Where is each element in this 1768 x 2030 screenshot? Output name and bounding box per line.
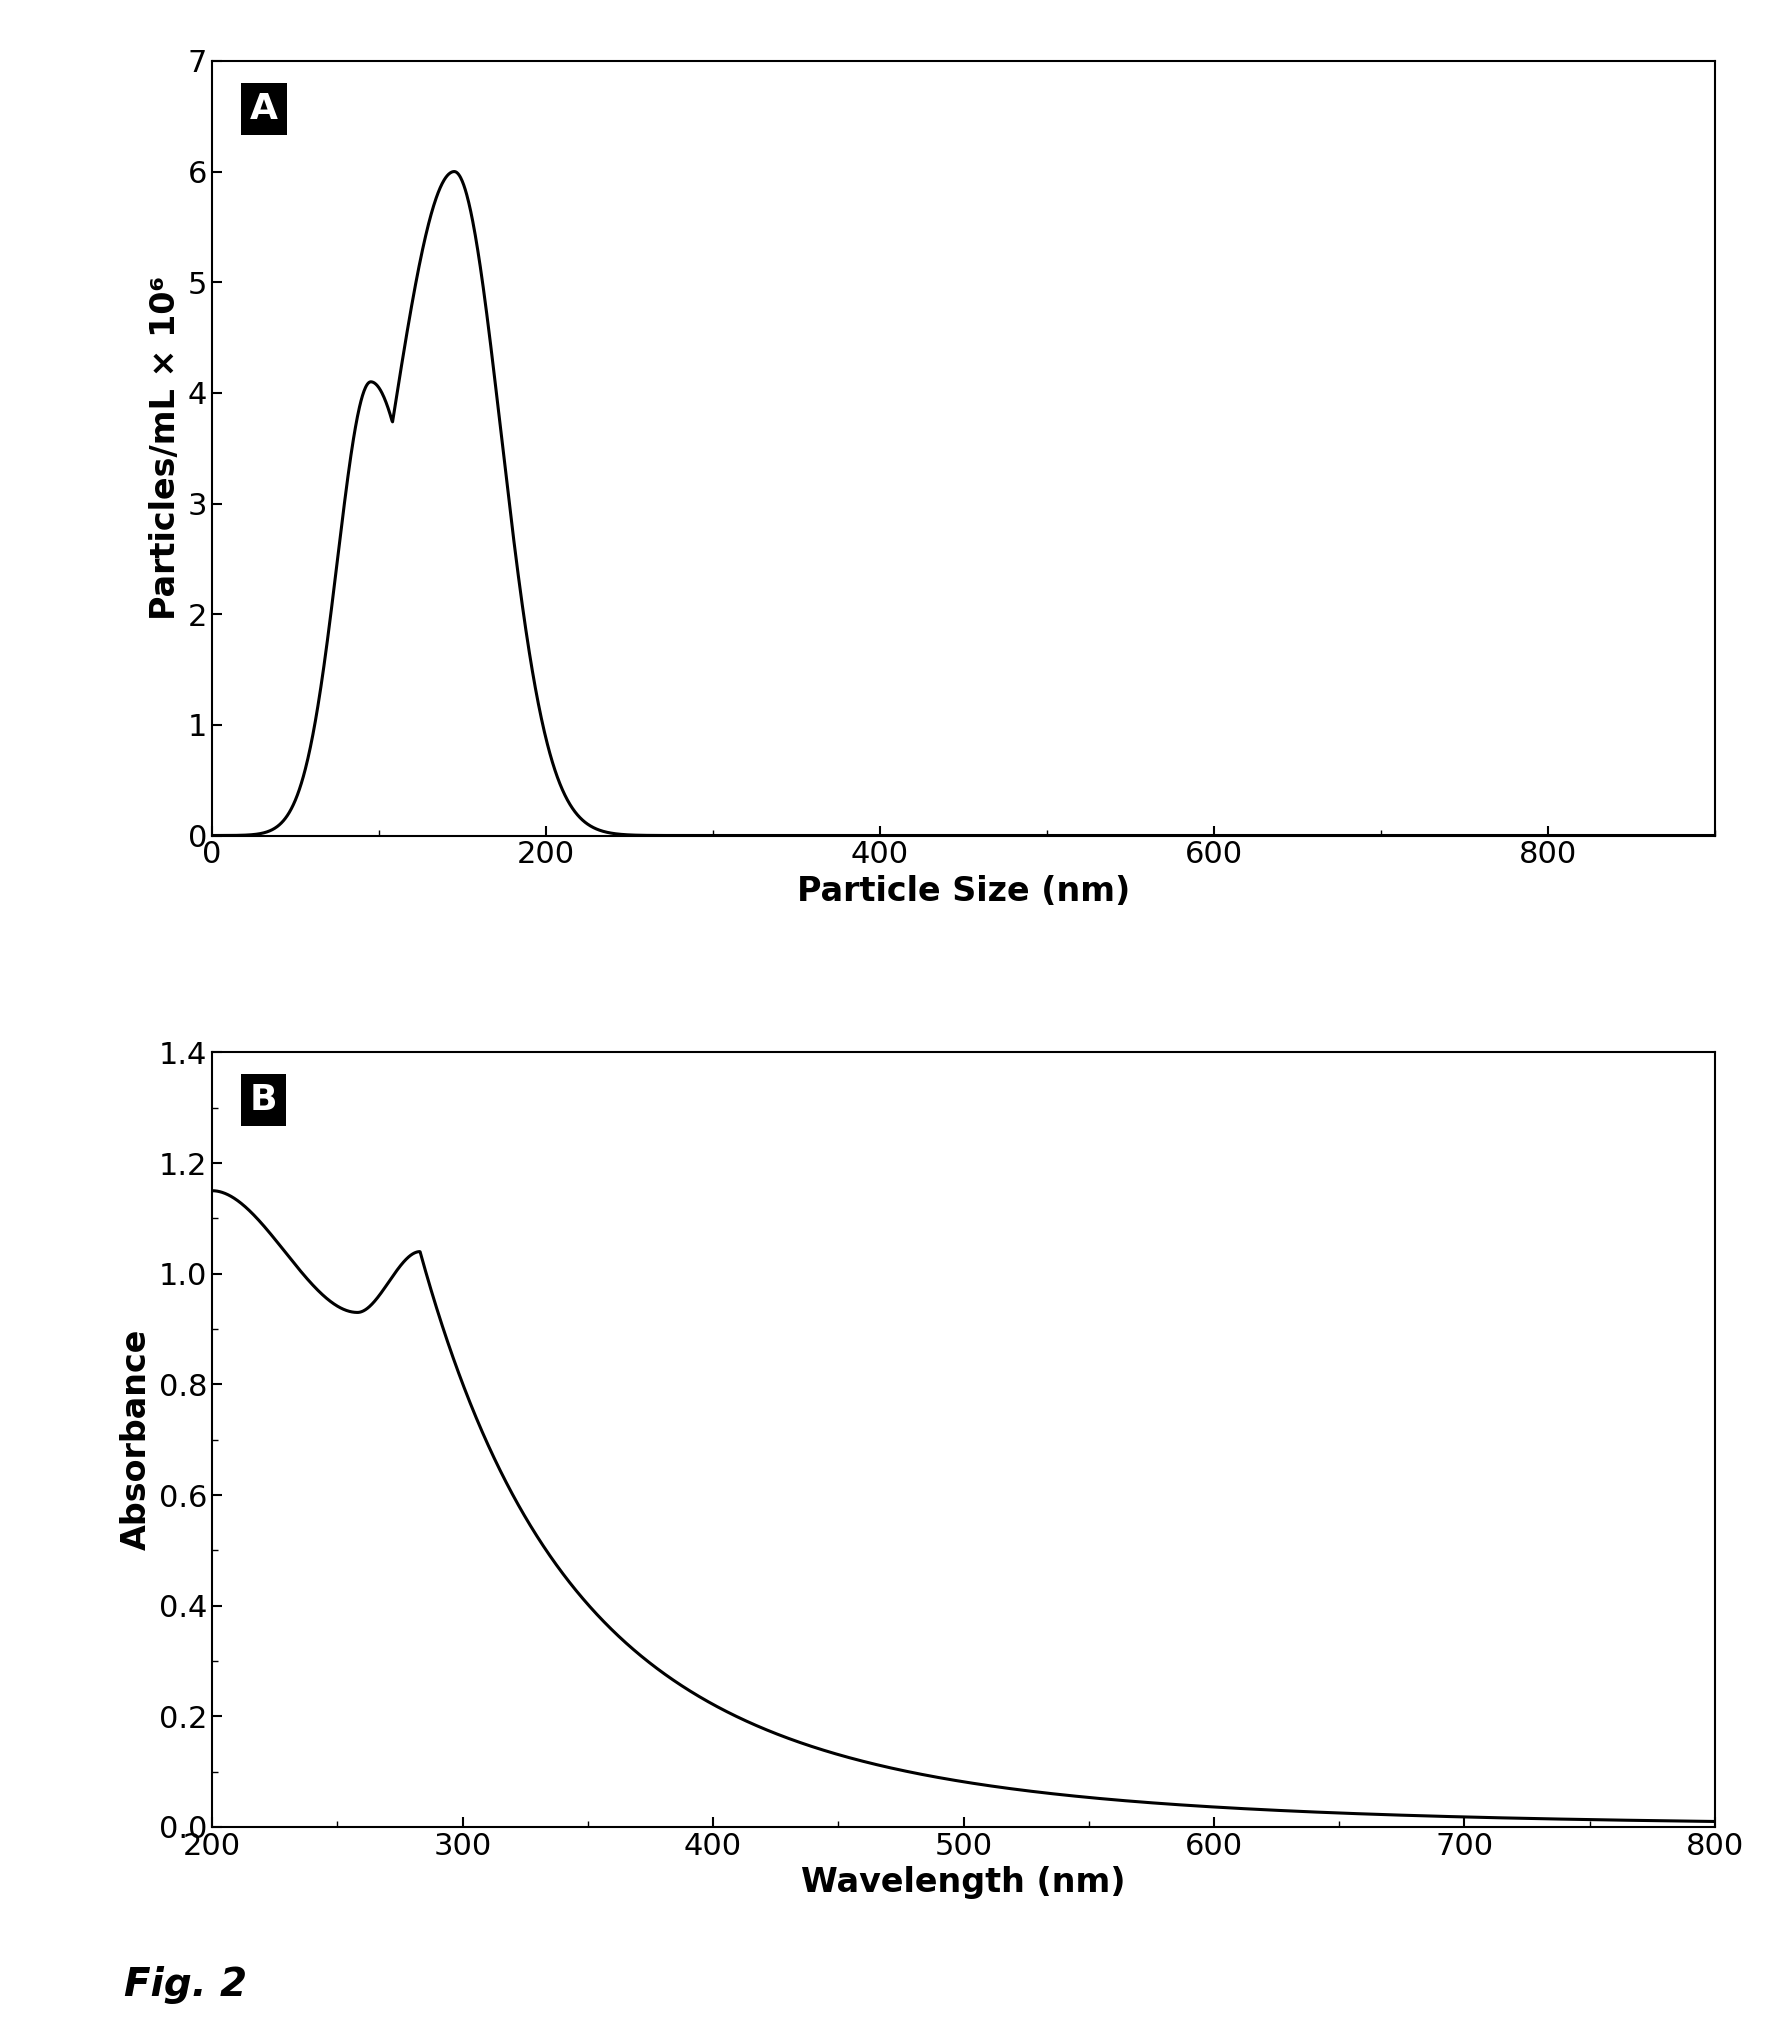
Y-axis label: Absorbance: Absorbance bbox=[120, 1330, 154, 1551]
Text: B: B bbox=[249, 1084, 278, 1116]
Text: Fig. 2: Fig. 2 bbox=[124, 1965, 248, 2004]
Y-axis label: Particles/mL × 10⁶: Particles/mL × 10⁶ bbox=[149, 276, 182, 621]
X-axis label: Wavelength (nm): Wavelength (nm) bbox=[801, 1866, 1126, 1900]
Text: A: A bbox=[249, 91, 278, 126]
X-axis label: Particle Size (nm): Particle Size (nm) bbox=[797, 875, 1130, 907]
